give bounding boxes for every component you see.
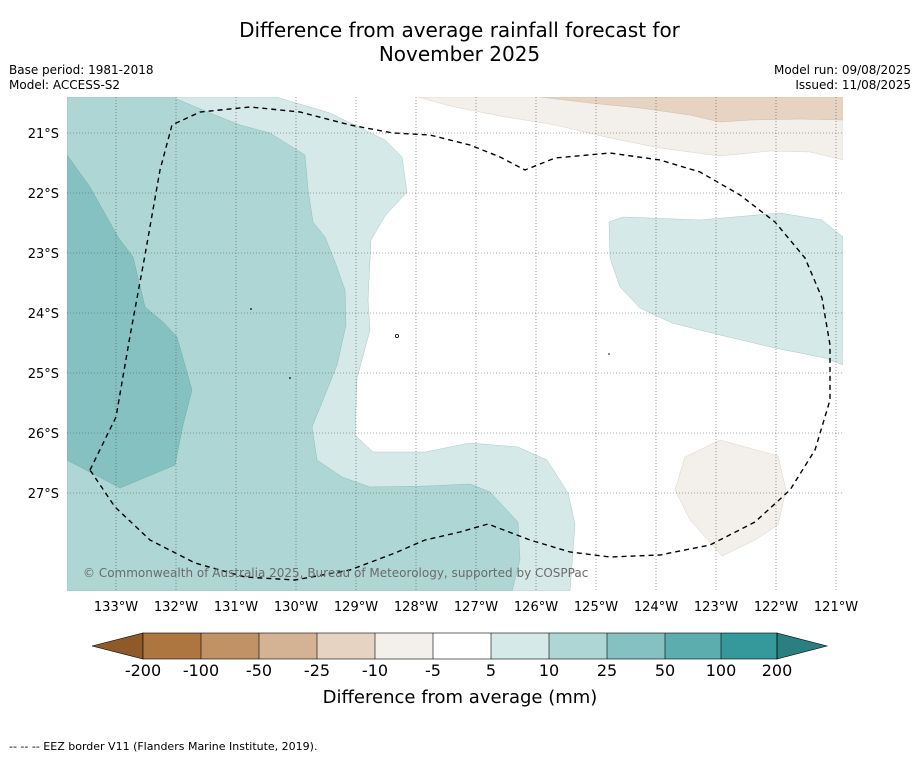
chart-title: Difference from average rainfall forecas… [0,18,919,66]
lon-label: 132°W [154,600,198,615]
colorbar-segment [491,633,549,659]
colorbar-dividers [200,633,722,659]
rainfall-contour-25-50 [67,154,193,489]
colorbar-tick: -100 [183,661,219,680]
rainfall-contour-5-10-east [608,212,843,366]
island-marker [250,308,252,310]
colorbar-extend-high [776,632,829,660]
lon-label: 121°W [814,600,858,615]
colorbar-segment [433,633,491,659]
lon-label: 127°W [454,600,498,615]
colorbar-segment [607,633,665,659]
rainfall-contour-dry-southeast [674,439,787,557]
colorbar-segment [375,633,433,659]
lon-label: 122°W [754,600,798,615]
colorbar-frame [142,632,778,660]
latitude-labels: 21°S 22°S 23°S 24°S 25°S 26°S 27°S [28,127,59,502]
title-line-2: November 2025 [378,42,541,66]
longitude-labels: 133°W 132°W 131°W 130°W 129°W 128°W 127°… [94,600,858,615]
lon-label: 129°W [334,600,378,615]
colorbar-tick: 50 [655,661,675,680]
island-marker [608,353,610,355]
colorbar-tick: 100 [706,661,737,680]
colorbar-tick: 5 [486,661,496,680]
lat-label: 22°S [28,187,59,202]
model-run: Model run: 09/08/2025 [773,63,911,77]
copyright-notice: © Commonwealth of Australia 2025, Bureau… [83,566,588,580]
colorbar-tick: 10 [539,661,559,680]
longitude-gridlines [115,97,837,591]
lon-label: 131°W [214,600,258,615]
lat-label: 24°S [28,307,59,322]
meta-left: Base period: 1981-2018 Model: ACCESS-S2 [9,63,154,93]
lon-label: 124°W [634,600,678,615]
eez-border [89,106,831,581]
colorbar-tick: -50 [246,661,272,680]
lat-label: 25°S [28,367,59,382]
island-marker [394,333,399,338]
colorbar-segment [721,633,777,659]
lon-label: 133°W [94,600,138,615]
colorbar-tick: -10 [362,661,388,680]
island-marker [289,377,291,379]
rainfall-contour-dry-north-core [539,97,843,123]
colorbar-tick: 200 [762,661,793,680]
colorbar-tick: -5 [425,661,441,680]
title-line-1: Difference from average rainfall forecas… [239,18,680,42]
lat-label: 26°S [28,427,59,442]
colorbar-tick: 25 [597,661,617,680]
rainfall-contour-10-25 [67,97,521,591]
lat-label: 23°S [28,247,59,262]
eez-legend-note: -- -- -- EEZ border V11 (Flanders Marine… [9,740,318,753]
lat-label: 27°S [28,487,59,502]
issued-date: Issued: 11/08/2025 [795,78,911,92]
base-period: Base period: 1981-2018 [9,63,154,77]
map-plot-area: © Commonwealth of Australia 2025, Bureau… [67,97,843,591]
colorbar-tick: -25 [304,661,330,680]
colorbar-segment [317,633,375,659]
colorbar-segment [201,633,259,659]
lon-label: 130°W [274,600,318,615]
colorbar-segment [665,633,721,659]
lat-label: 21°S [28,127,59,142]
colorbar-segment [143,633,201,659]
colorbar: -200 -100 -50 -25 -10 -5 5 10 25 50 100 … [91,632,829,708]
colorbar-segment [549,633,607,659]
colorbar-segment [259,633,317,659]
latitude-gridlines [67,132,843,494]
meta-right: Model run: 09/08/2025 Issued: 11/08/2025 [774,63,911,93]
lon-label: 123°W [694,600,738,615]
colorbar-tick: -200 [125,661,161,680]
lon-label: 128°W [394,600,438,615]
lon-label: 126°W [514,600,558,615]
lon-label: 125°W [574,600,618,615]
colorbar-title: Difference from average (mm) [323,687,598,708]
colorbar-extend-low [91,632,144,660]
model-name: Model: ACCESS-S2 [9,78,121,92]
